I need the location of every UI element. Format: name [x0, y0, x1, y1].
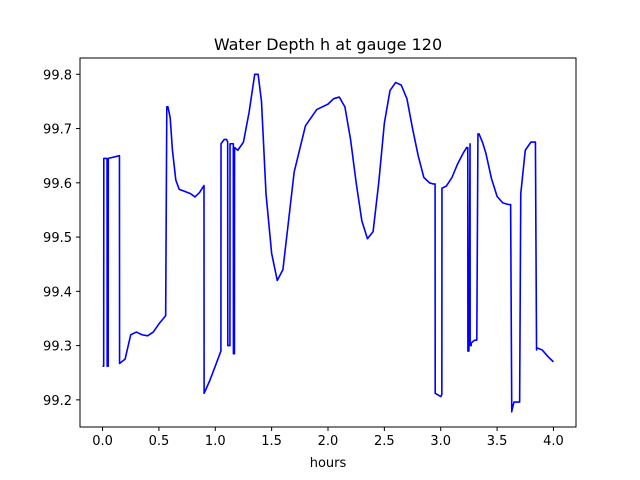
- x-axis: 0.0 0.5 1.0 1.5 2.0 2.5 3.0 3.5 4.0: [92, 427, 564, 449]
- chart-title: Water Depth h at gauge 120: [214, 35, 442, 54]
- y-tick-label: 99.2: [43, 394, 72, 409]
- x-axis-label: hours: [310, 456, 347, 471]
- y-tick-label: 99.4: [43, 285, 72, 300]
- series-layer: [102, 73, 555, 413]
- x-tick-label: 2.0: [318, 434, 339, 449]
- y-tick-label: 99.5: [43, 231, 72, 246]
- x-tick-label: 3.0: [430, 434, 451, 449]
- y-axis: 99.2 99.3 99.4 99.5 99.6 99.7 99.8: [43, 68, 80, 409]
- x-tick-label: 0.0: [92, 434, 113, 449]
- series-line: [102, 73, 555, 413]
- x-tick-label: 2.5: [374, 434, 395, 449]
- x-tick-label: 3.5: [487, 434, 508, 449]
- x-tick-label: 4.0: [543, 434, 564, 449]
- y-tick-label: 99.3: [43, 340, 72, 355]
- y-tick-label: 99.8: [43, 68, 72, 83]
- y-tick-label: 99.6: [43, 177, 72, 192]
- x-tick-label: 1.5: [261, 434, 282, 449]
- x-tick-label: 1.0: [205, 434, 226, 449]
- y-tick-label: 99.7: [43, 123, 72, 138]
- x-tick-label: 0.5: [149, 434, 170, 449]
